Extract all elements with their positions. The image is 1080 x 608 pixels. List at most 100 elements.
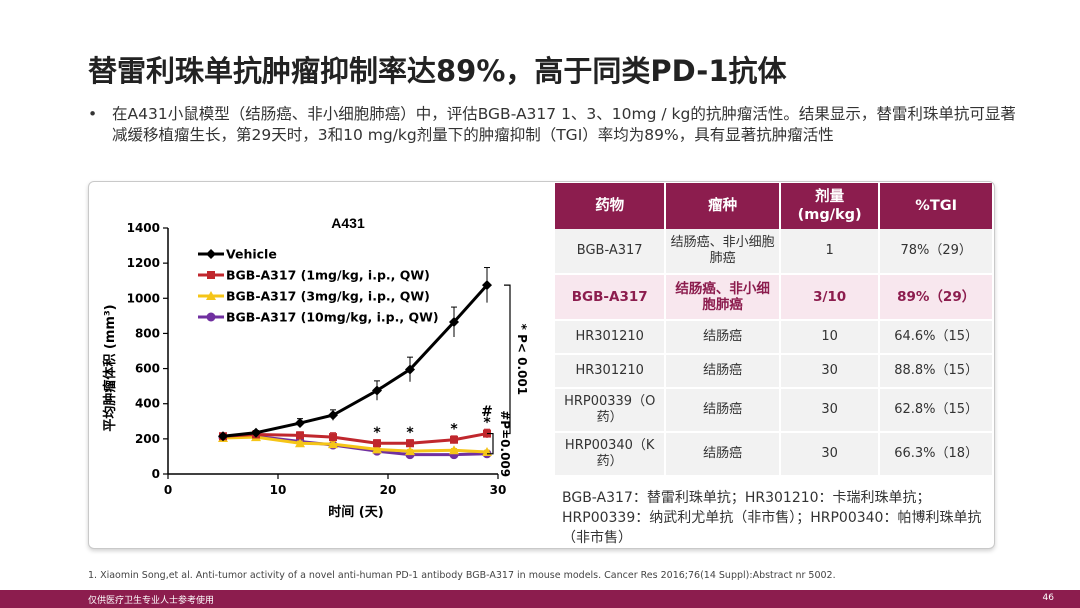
bracket-label: #P=0.009	[498, 410, 512, 477]
data-point	[295, 418, 305, 429]
page-title: 替雷利珠单抗肿瘤抑制率达89%，高于同类PD-1抗体	[88, 54, 787, 88]
y-axis-label: 平均肿瘤体积 (mm³)	[102, 304, 118, 431]
cell-drug: BGB-A317	[555, 229, 667, 275]
cell-drug: HRP00340（K药）	[555, 433, 667, 477]
footer-bar: 仅供医疗卫生专业人士参考使用 46	[0, 590, 1080, 608]
header-tumor: 瘤种	[666, 183, 781, 229]
tumor-volume-chart: A431 0 200 400 600 800 1000 1200 1400 0 10 20 30 Veh…	[102, 215, 529, 520]
legend-label: BGB-A317 (10mg/kg, i.p., QW)	[226, 310, 439, 325]
data-point	[251, 427, 261, 438]
significance-bracket	[504, 284, 511, 435]
data-point	[328, 410, 338, 421]
data-point	[295, 438, 305, 448]
data-point	[405, 446, 415, 456]
series-line	[222, 435, 488, 454]
table-row: HR301210 结肠癌 10 64.6%（15）	[555, 321, 992, 355]
legend-label: BGB-A317 (1mg/kg, i.p., QW)	[226, 268, 430, 283]
cell-dose: 30	[780, 355, 881, 389]
series-line	[222, 432, 488, 445]
significance-mark: *	[483, 415, 491, 431]
series-line	[222, 284, 489, 438]
cell-drug: BGB-A317	[555, 275, 667, 321]
table-row: HRP00340（K药） 结肠癌 30 66.3%（18）	[555, 433, 992, 477]
chart-plot-area: 0 200 400 600 800 1000 1200 1400 0 10 20 30 Vehicle B…	[127, 221, 529, 497]
legend-label: Vehicle	[226, 247, 277, 262]
y-tick-label: 1200	[127, 256, 160, 270]
data-point	[329, 433, 337, 442]
cell-tumor: 结肠癌	[666, 433, 781, 477]
table-row: BGB-A317 结肠癌、非小细胞肺癌 1 78%（29）	[555, 229, 992, 275]
significance-bracket	[487, 432, 494, 455]
cell-tgi: 89%（29）	[880, 275, 992, 321]
abbreviation-note: BGB-A317：替雷利珠单抗；HR301210：卡瑞利珠单抗；HRP00339…	[562, 490, 982, 546]
legend-marker	[206, 249, 216, 259]
chart-title: A431	[331, 215, 365, 231]
legend-marker	[206, 291, 216, 300]
reference-text: 1. Xiaomin Song,et al. Anti-tumor activi…	[88, 570, 836, 581]
table-row: HR301210 结肠癌 30 88.8%（15）	[555, 355, 992, 389]
y-tick-label: 1400	[127, 221, 160, 235]
cell-tumor: 结肠癌、非小细胞肺癌	[666, 229, 781, 275]
cell-tgi: 88.8%（15）	[880, 355, 992, 389]
y-tick-label: 400	[135, 397, 160, 411]
data-point	[450, 435, 458, 444]
bracket-label: * P< 0.001	[515, 324, 529, 395]
legend-label: BGB-A317 (3mg/kg, i.p., QW)	[226, 289, 430, 304]
data-point	[372, 385, 382, 396]
data-point	[449, 317, 459, 328]
comparison-table: 药物 瘤种 剂量 (mg/kg) %TGI BGB-A317 结肠癌、非小细胞肺癌 1…	[555, 183, 992, 477]
legend-marker	[206, 312, 216, 322]
cell-tgi: 78%（29）	[880, 229, 992, 275]
cell-tumor: 结肠癌	[666, 389, 781, 433]
significance-mark: *	[406, 425, 414, 441]
y-tick-label: 800	[135, 326, 160, 340]
data-point	[372, 444, 382, 454]
cell-drug: HR301210	[555, 321, 667, 355]
data-point	[449, 445, 459, 455]
x-axis-label: 时间 (天)	[328, 504, 383, 520]
cell-drug: HRP00339（O药）	[555, 389, 667, 433]
x-tick-label: 20	[380, 483, 397, 497]
footer-disclaimer: 仅供医疗卫生专业人士参考使用	[88, 596, 215, 606]
cell-dose: 30	[780, 389, 881, 433]
y-tick-label: 1000	[127, 291, 160, 305]
data-point	[482, 280, 492, 291]
cell-tgi: 62.8%（15）	[880, 389, 992, 433]
data-point	[218, 431, 228, 442]
cell-drug: HR301210	[555, 355, 667, 389]
x-tick-label: 10	[270, 483, 287, 497]
table-row: HRP00339（O药） 结肠癌 30 62.8%（15）	[555, 389, 992, 433]
header-dose: 剂量 (mg/kg)	[780, 183, 881, 229]
data-point	[406, 439, 414, 448]
header-drug: 药物	[555, 183, 667, 229]
cell-dose: 3/10	[780, 275, 881, 321]
table-row: BGB-A317 结肠癌、非小细胞肺癌 3/10 89%（29）	[555, 275, 992, 321]
legend-marker	[207, 271, 215, 279]
cell-dose: 1	[780, 229, 881, 275]
cell-tumor: 结肠癌	[666, 321, 781, 355]
header-dose-line: (mg/kg)	[797, 207, 862, 223]
data-point	[405, 364, 415, 375]
data-point	[296, 431, 304, 440]
header-tgi: %TGI	[880, 183, 992, 229]
y-tick-label: 0	[152, 467, 160, 481]
bullet-text: 在A431小鼠模型（结肠癌、非小细胞肺癌）中，评估BGB-A317 1、3、10…	[112, 105, 1016, 144]
data-point	[328, 439, 338, 449]
y-tick-label: 600	[135, 362, 160, 376]
cell-tumor: 结肠癌、非小细胞肺癌	[666, 275, 781, 321]
header-dose-line: 剂量	[815, 189, 845, 205]
cell-tgi: 66.3%（18）	[880, 433, 992, 477]
cell-dose: 30	[780, 433, 881, 477]
cell-tumor: 结肠癌	[666, 355, 781, 389]
significance-mark: *	[450, 422, 458, 438]
significance-mark: #	[481, 404, 493, 420]
x-tick-label: 30	[490, 483, 507, 497]
bullet-dot: •	[88, 105, 98, 123]
cell-dose: 10	[780, 321, 881, 355]
page-number: 46	[1042, 593, 1054, 603]
cell-tgi: 64.6%（15）	[880, 321, 992, 355]
table-header-row: 药物 瘤种 剂量 (mg/kg) %TGI	[555, 183, 992, 229]
summary-bullet: • 在A431小鼠模型（结肠癌、非小细胞肺癌）中，评估BGB-A317 1、3、…	[88, 104, 1018, 146]
data-point	[373, 439, 381, 448]
x-tick-label: 0	[164, 483, 172, 497]
